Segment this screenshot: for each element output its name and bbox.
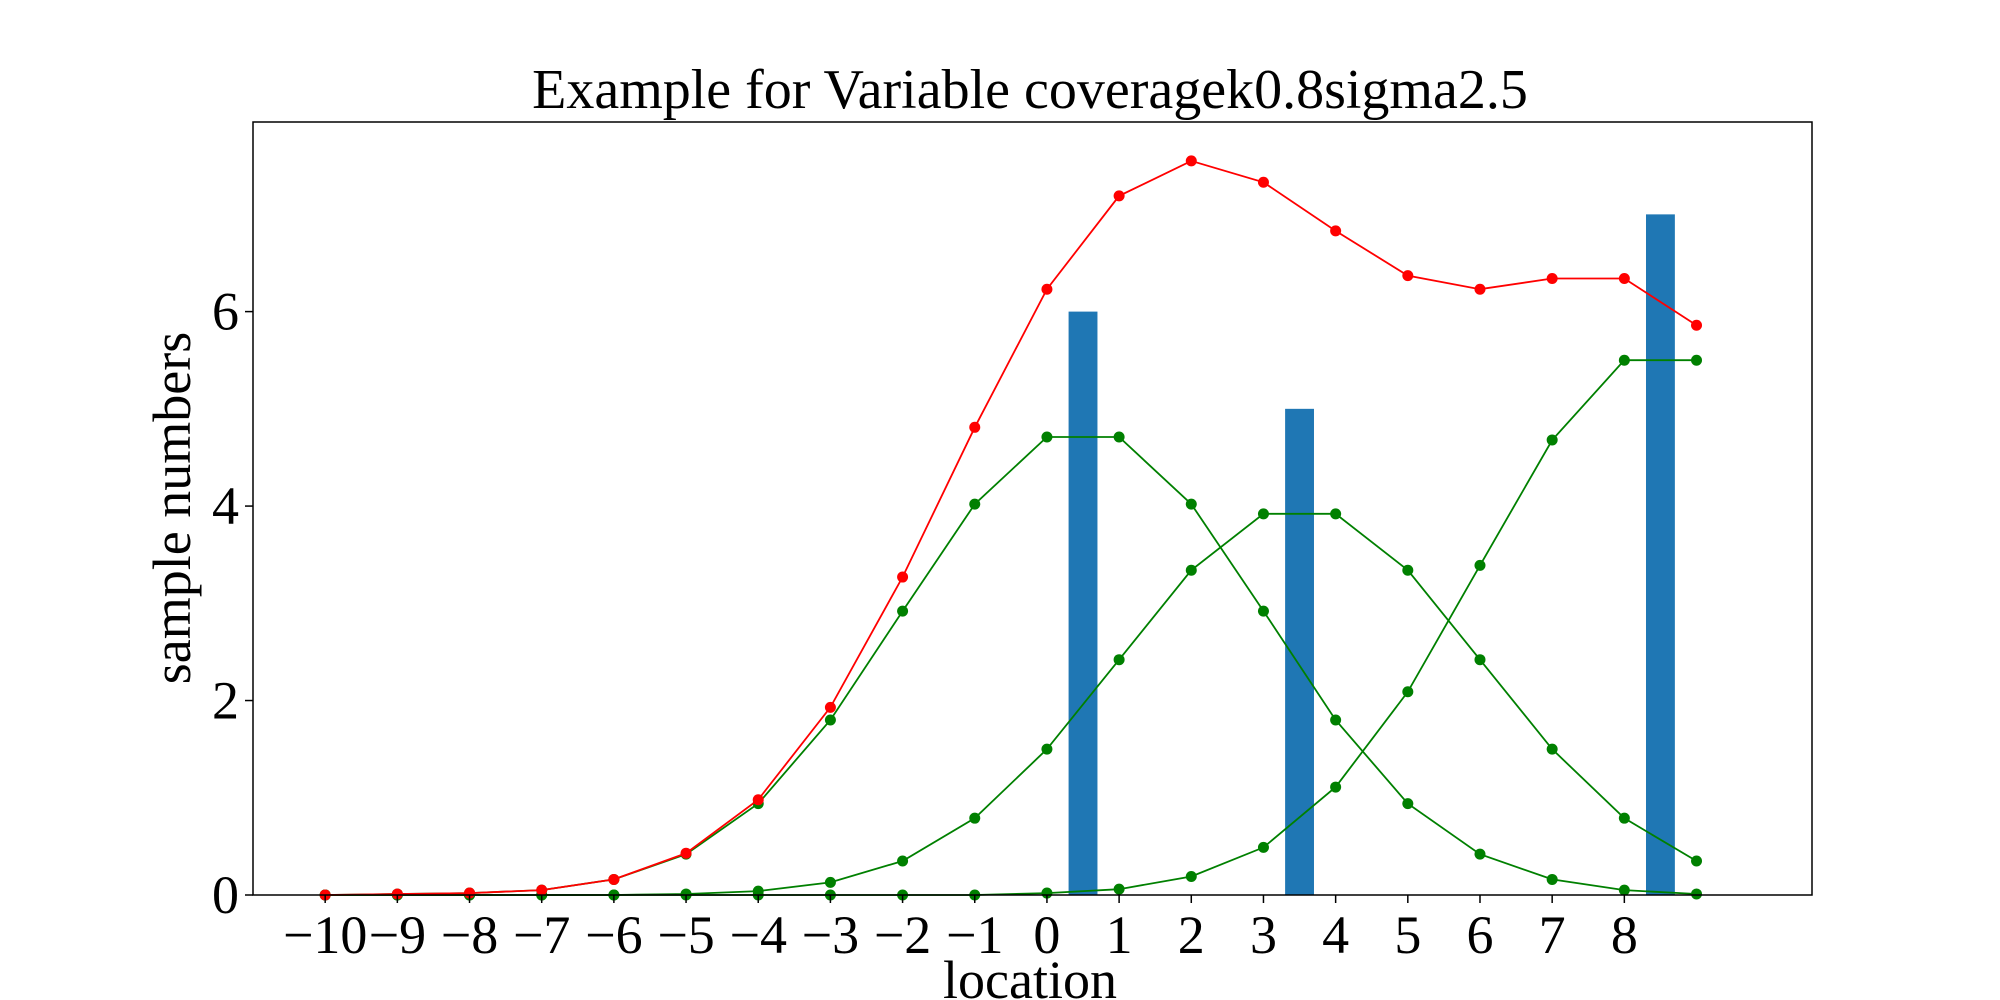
series-point <box>1474 559 1486 571</box>
x-tick-label: 6 <box>1466 905 1493 965</box>
series-point <box>1402 686 1414 698</box>
series-point <box>1257 841 1269 853</box>
series-point <box>680 888 692 900</box>
series-point <box>1546 273 1558 285</box>
series-point <box>1041 887 1053 899</box>
series-point <box>464 887 476 899</box>
x-tick-label: 1 <box>1106 905 1133 965</box>
x-tick-label: −2 <box>874 905 931 965</box>
series-point <box>824 876 836 888</box>
series-point <box>1618 884 1630 896</box>
series-point <box>1330 225 1342 237</box>
series-point <box>680 847 692 859</box>
bar <box>1068 311 1098 895</box>
series-point <box>1691 354 1703 366</box>
series-point <box>1113 190 1125 202</box>
series-point <box>969 812 981 824</box>
series-point <box>752 794 764 806</box>
series-point <box>1257 605 1269 617</box>
bar <box>1645 214 1675 895</box>
series-point <box>897 571 909 583</box>
series-point <box>1113 431 1125 443</box>
series-point <box>824 714 836 726</box>
series-point <box>1546 873 1558 885</box>
series-point <box>1474 848 1486 860</box>
bars-layer <box>1068 214 1675 895</box>
series-point <box>1330 781 1342 793</box>
series-point <box>1185 871 1197 883</box>
x-tick-label: 3 <box>1250 905 1277 965</box>
series-point <box>897 855 909 867</box>
series-point <box>969 421 981 433</box>
series-line-1 <box>325 359 1697 896</box>
plot-frame <box>252 121 1813 896</box>
x-tick-label: 8 <box>1611 905 1638 965</box>
series-point <box>1185 155 1197 167</box>
x-tick-label: −4 <box>729 905 786 965</box>
lines-layer <box>319 155 1703 901</box>
series-point <box>897 605 909 617</box>
series-point <box>1041 283 1053 295</box>
series-point <box>1546 743 1558 755</box>
series-point <box>1618 354 1630 366</box>
series-point <box>1185 564 1197 576</box>
series-point <box>1691 855 1703 867</box>
series-point <box>1474 654 1486 666</box>
series-point <box>1041 743 1053 755</box>
series-point <box>1402 798 1414 810</box>
series-point <box>1330 508 1342 520</box>
y-tick-label: 6 <box>212 282 239 342</box>
y-tick-label: 4 <box>212 476 239 536</box>
x-tick-label: 7 <box>1539 905 1566 965</box>
x-tick-label: −6 <box>585 905 642 965</box>
series-point <box>1618 273 1630 285</box>
x-axis-label: location <box>943 950 1117 1000</box>
y-tick-label: 2 <box>212 671 239 731</box>
series-point <box>1402 270 1414 282</box>
series-point <box>1041 431 1053 443</box>
series-point <box>1546 434 1558 446</box>
series-point <box>1330 714 1342 726</box>
x-tick-label: −7 <box>513 905 570 965</box>
series-point <box>608 873 620 885</box>
x-tick-label: 0 <box>1033 905 1060 965</box>
series-point <box>969 498 981 510</box>
x-tick-label: 5 <box>1394 905 1421 965</box>
x-tick-label: −5 <box>657 905 714 965</box>
series-line-4 <box>325 159 1697 896</box>
series-point <box>1618 812 1630 824</box>
x-tick-label: −10 <box>283 905 367 965</box>
x-tick-label: −9 <box>369 905 426 965</box>
series-point <box>1691 319 1703 331</box>
chart-title: Example for Variable coveragek0.8sigma2.… <box>532 59 1528 121</box>
x-tick-label: −8 <box>441 905 498 965</box>
series-line-2 <box>325 512 1697 896</box>
x-tick-label: −3 <box>802 905 859 965</box>
x-tick-label: 4 <box>1322 905 1349 965</box>
series-point <box>391 888 403 900</box>
y-tick-label: 0 <box>212 865 239 925</box>
series-line-3 <box>325 436 1697 896</box>
series-point <box>536 884 548 896</box>
series-point <box>824 701 836 713</box>
series-point <box>1113 883 1125 895</box>
series-point <box>1474 283 1486 295</box>
series-point <box>1113 654 1125 666</box>
series-point <box>1185 498 1197 510</box>
x-tick-label: 2 <box>1178 905 1205 965</box>
series-point <box>1257 508 1269 520</box>
series-point <box>1402 564 1414 576</box>
y-axis-label: sample numbers <box>142 332 202 684</box>
series-point <box>1257 176 1269 188</box>
x-tick-label: −1 <box>946 905 1003 965</box>
series-point <box>1691 888 1703 900</box>
series-point <box>752 885 764 897</box>
